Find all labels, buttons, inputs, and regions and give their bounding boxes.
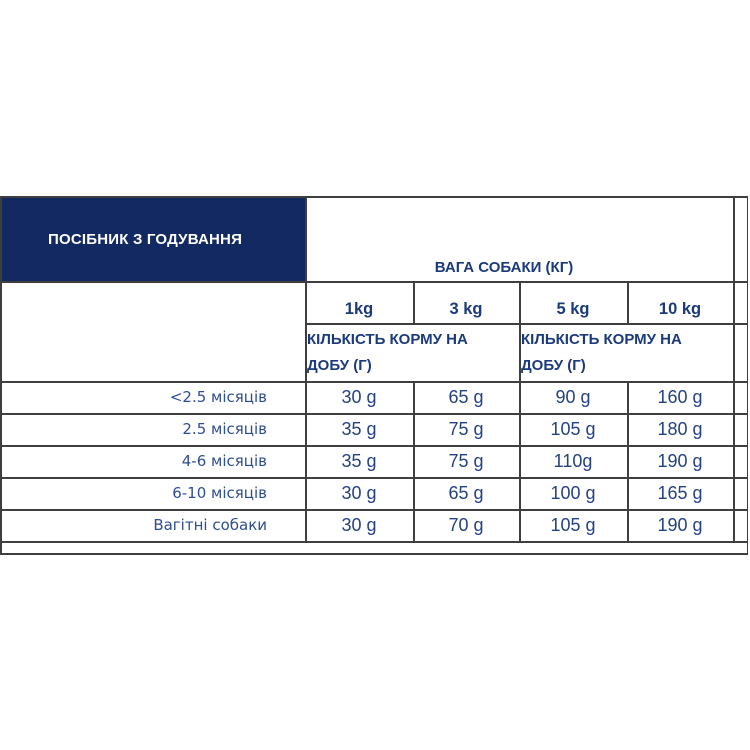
daily-amount-header-left: КІЛЬКІСТЬ КОРМУ НА ДОБУ (Г)	[305, 323, 519, 381]
weight-column-10kg: 10 kg	[658, 300, 702, 318]
grid-line	[0, 509, 748, 511]
grid-line	[733, 196, 735, 542]
grid-line	[519, 281, 521, 542]
table-cell: 165 g	[657, 482, 703, 503]
grid-line	[746, 196, 748, 554]
table-cell: 180 g	[657, 418, 703, 439]
grid-line	[0, 196, 2, 554]
table-cell: 90 g	[555, 386, 591, 407]
table-cell: 35 g	[341, 450, 377, 471]
table-cell: 30 g	[341, 482, 377, 503]
grid-line	[0, 477, 748, 479]
feeding-guide-title: ПОСІБНИК З ГОДУВАННЯ	[0, 197, 305, 281]
row-label-pregnant-dogs: Вагітні собаки	[153, 516, 267, 534]
dog-weight-header: ВАГА СОБАКИ (КГ)	[434, 259, 574, 276]
table-cell: 65 g	[448, 386, 484, 407]
row-label-under-2-5-months: <2.5 місяців	[169, 388, 267, 406]
table-cell: 65 g	[448, 482, 484, 503]
grid-line	[305, 196, 307, 542]
grid-line	[0, 413, 748, 415]
row-label-2-5-months: 2.5 місяців	[182, 420, 267, 438]
grid-line	[0, 445, 748, 447]
daily-amount-header-right: КІЛЬКІСТЬ КОРМУ НА ДОБУ (Г)	[519, 323, 733, 381]
table-cell: 105 g	[550, 514, 596, 535]
grid-line	[413, 281, 415, 323]
table-cell: 190 g	[657, 450, 703, 471]
daily-amount-header-line1: КІЛЬКІСТЬ КОРМУ НА	[307, 331, 468, 348]
weight-column-5kg: 5 kg	[556, 300, 590, 318]
table-cell: 30 g	[341, 514, 377, 535]
grid-line	[627, 381, 629, 542]
table-cell: 70 g	[448, 514, 484, 535]
grid-line	[0, 381, 748, 383]
weight-column-1kg: 1kg	[344, 300, 374, 318]
daily-amount-header-line2: ДОБУ (Г)	[307, 357, 372, 374]
grid-line	[0, 541, 748, 543]
table-cell: 75 g	[448, 450, 484, 471]
table-cell: 75 g	[448, 418, 484, 439]
grid-line	[627, 281, 629, 323]
grid-line	[0, 196, 748, 198]
daily-amount-header-line1: КІЛЬКІСТЬ КОРМУ НА	[521, 331, 682, 348]
table-cell: 35 g	[341, 418, 377, 439]
grid-line	[413, 381, 415, 542]
row-label-6-10-months: 6-10 місяців	[172, 484, 267, 502]
daily-amount-header-line2: ДОБУ (Г)	[521, 357, 586, 374]
table-cell: 110g	[553, 450, 593, 471]
weight-column-3kg: 3 kg	[449, 300, 483, 318]
table-cell: 105 g	[550, 418, 596, 439]
table-cell: 190 g	[657, 514, 703, 535]
table-cell: 160 g	[657, 386, 703, 407]
table-cell: 100 g	[550, 482, 596, 503]
grid-line	[305, 323, 748, 325]
grid-line	[0, 553, 748, 555]
row-label-4-6-months: 4-6 місяців	[181, 452, 267, 470]
table-cell: 30 g	[341, 386, 377, 407]
grid-line	[0, 281, 748, 283]
